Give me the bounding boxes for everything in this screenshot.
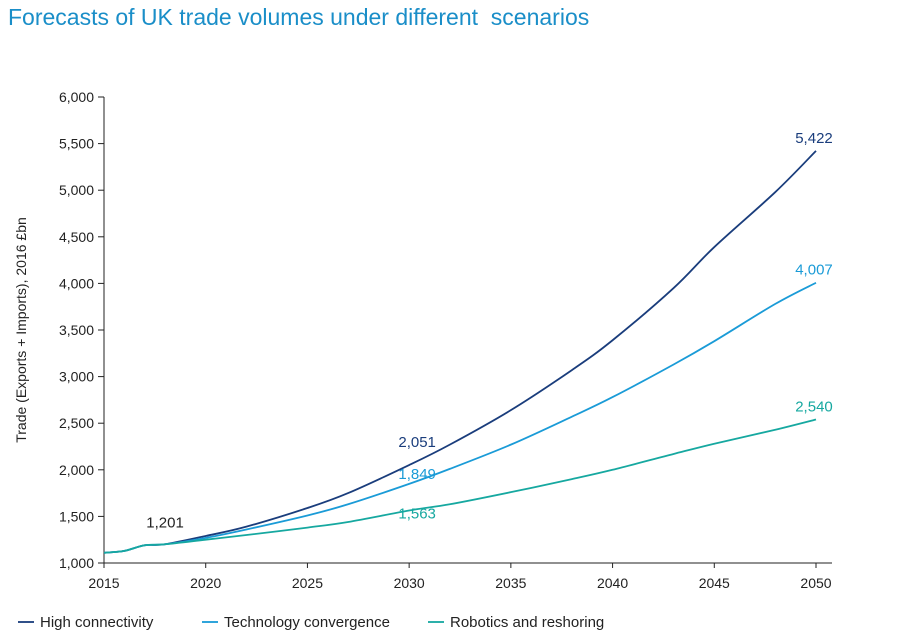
data-label: 2,540 (795, 398, 833, 415)
series-line-high-connectivity (103, 150, 817, 554)
legend-label: High connectivity (40, 614, 154, 631)
legend-label: Robotics and reshoring (450, 614, 604, 631)
x-tick-label: 2030 (394, 575, 425, 591)
y-tick-label: 3,000 (59, 369, 94, 385)
x-tick-label: 2020 (190, 575, 221, 591)
series-lines (103, 150, 817, 554)
y-tick-label: 1,500 (59, 508, 94, 524)
y-tick-label: 5,500 (59, 136, 94, 152)
data-label: 1,201 (146, 514, 184, 531)
axes (103, 97, 832, 564)
data-label: 1,563 (398, 506, 436, 523)
y-tick-label: 5,000 (59, 182, 94, 198)
legend: High connectivity Technology convergence R… (18, 614, 604, 631)
y-tick-label: 1,000 (59, 555, 94, 571)
x-ticks: 2015 2020 2025 2030 2035 2040 2045 2050 (88, 563, 832, 591)
x-tick-label: 2035 (495, 575, 526, 591)
y-tick-label: 2,000 (59, 462, 94, 478)
legend-label: Technology convergence (224, 614, 390, 631)
x-tick-label: 2015 (88, 575, 119, 591)
y-tick-label: 4,000 (59, 275, 94, 291)
y-tick-label: 3,500 (59, 322, 94, 338)
y-axis-label: Trade (Exports + Imports), 2016 £bn (13, 217, 29, 443)
x-tick-label: 2045 (699, 575, 730, 591)
y-tick-label: 2,500 (59, 415, 94, 431)
data-labels: 1,201 2,051 1,849 1,563 5,422 4,007 2,540 (146, 130, 833, 531)
chart-title: Forecasts of UK trade volumes under diff… (8, 4, 590, 30)
data-label: 2,051 (398, 434, 436, 451)
data-label: 5,422 (795, 130, 833, 147)
series-line-robotics-and-reshoring (103, 418, 817, 554)
y-ticks: 1,000 1,500 2,000 2,500 3,000 3,500 4,000 4,500… (59, 89, 104, 571)
data-label: 1,849 (398, 466, 436, 483)
x-tick-label: 2040 (597, 575, 628, 591)
data-label: 4,007 (795, 262, 833, 279)
x-tick-label: 2025 (292, 575, 323, 591)
series-line-technology-convergence (103, 281, 817, 554)
y-tick-label: 6,000 (59, 89, 94, 105)
y-tick-label: 4,500 (59, 229, 94, 245)
x-tick-label: 2050 (800, 575, 831, 591)
